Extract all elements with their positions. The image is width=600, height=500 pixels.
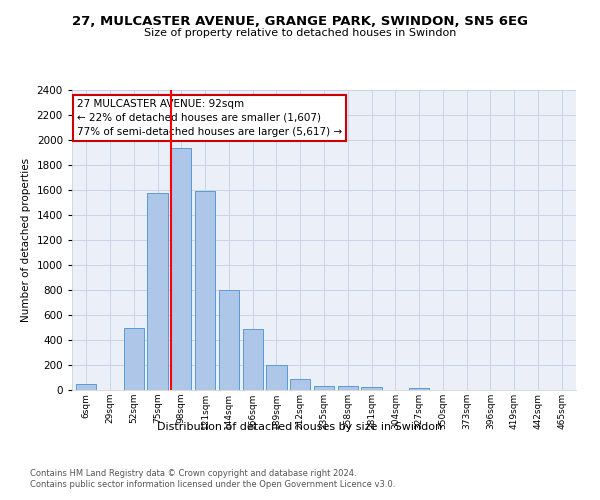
Bar — [148, 192, 167, 390]
Text: Contains public sector information licensed under the Open Government Licence v3: Contains public sector information licen… — [30, 480, 395, 489]
Bar — [338, 386, 358, 390]
Bar — [266, 365, 287, 390]
Text: Contains HM Land Registry data © Crown copyright and database right 2024.: Contains HM Land Registry data © Crown c… — [30, 468, 356, 477]
Bar — [361, 387, 382, 390]
Bar — [124, 328, 144, 390]
Bar — [171, 148, 191, 390]
Bar — [195, 191, 215, 390]
Text: 27 MULCASTER AVENUE: 92sqm
← 22% of detached houses are smaller (1,607)
77% of s: 27 MULCASTER AVENUE: 92sqm ← 22% of deta… — [77, 99, 342, 137]
Bar — [314, 386, 334, 390]
Bar — [290, 379, 310, 390]
Y-axis label: Number of detached properties: Number of detached properties — [21, 158, 31, 322]
Bar — [76, 384, 97, 390]
Bar — [242, 329, 263, 390]
Text: Distribution of detached houses by size in Swindon: Distribution of detached houses by size … — [157, 422, 443, 432]
Bar — [219, 290, 239, 390]
Bar — [409, 388, 429, 390]
Text: Size of property relative to detached houses in Swindon: Size of property relative to detached ho… — [144, 28, 456, 38]
Text: 27, MULCASTER AVENUE, GRANGE PARK, SWINDON, SN5 6EG: 27, MULCASTER AVENUE, GRANGE PARK, SWIND… — [72, 15, 528, 28]
